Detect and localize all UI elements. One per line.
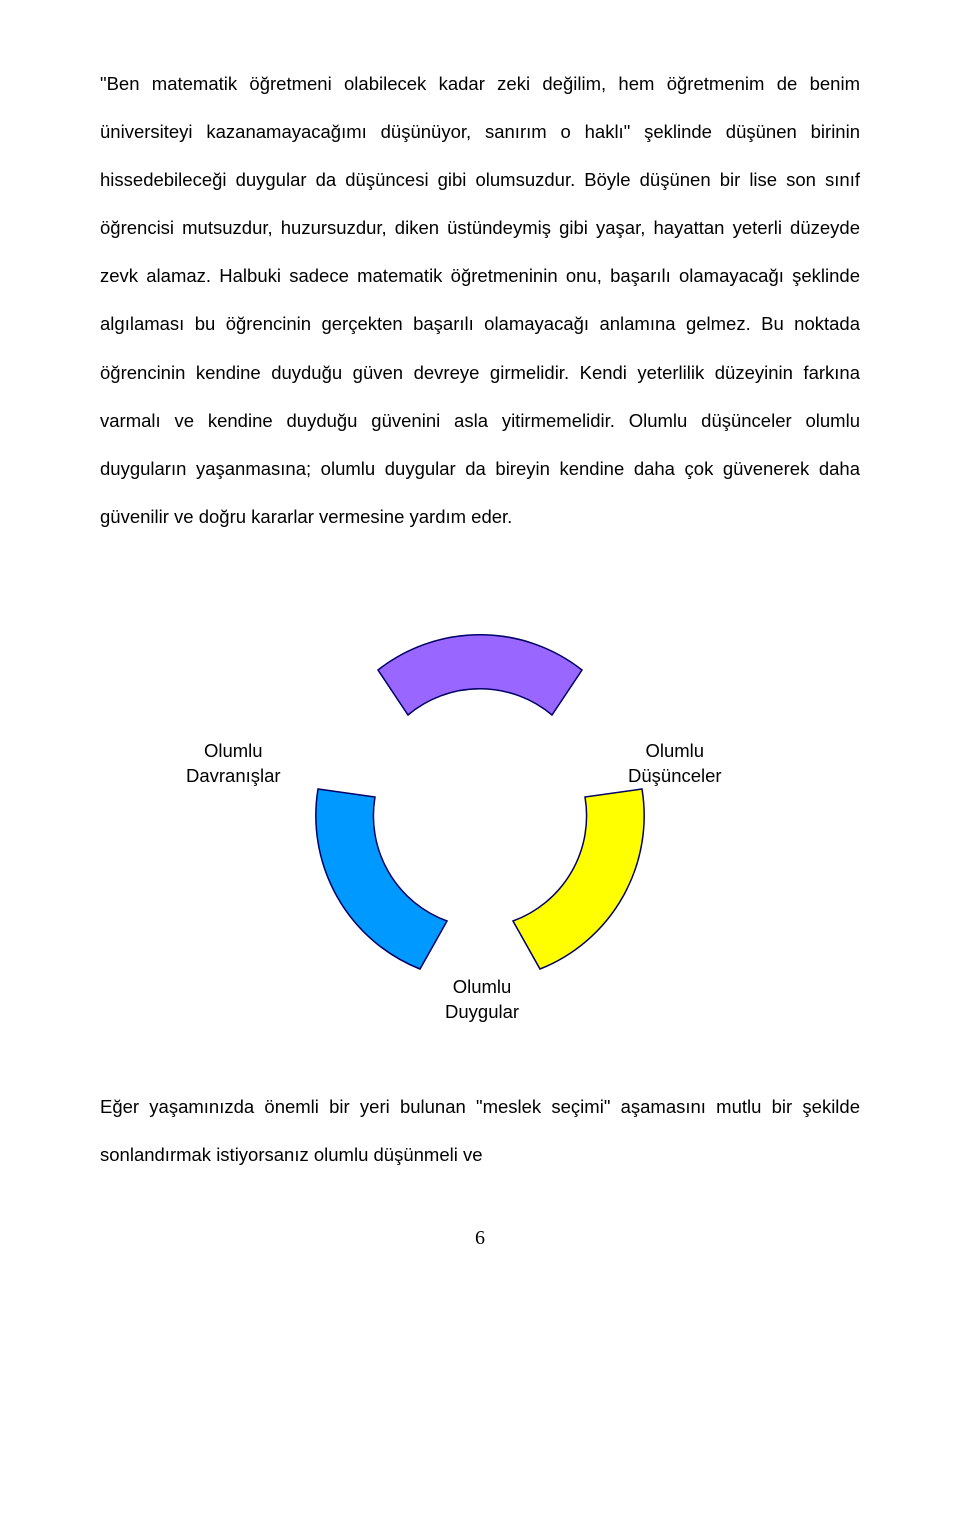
arc-left <box>316 789 447 969</box>
diagram-label-bottom: OlumluDuygular <box>445 975 519 1025</box>
arc-right <box>513 789 644 969</box>
body-paragraph-1: "Ben matematik öğretmeni olabilecek kada… <box>100 60 860 541</box>
arc-top <box>378 635 582 715</box>
diagram-label-left: OlumluDavranışlar <box>186 739 281 789</box>
cycle-diagram: OlumluDavranışlar OlumluDüşünceler Oluml… <box>100 577 860 1047</box>
diagram-label-right: OlumluDüşünceler <box>628 739 722 789</box>
body-paragraph-2: Eğer yaşamınızda önemli bir yeri bulunan… <box>100 1083 860 1179</box>
page-number: 6 <box>100 1227 860 1250</box>
